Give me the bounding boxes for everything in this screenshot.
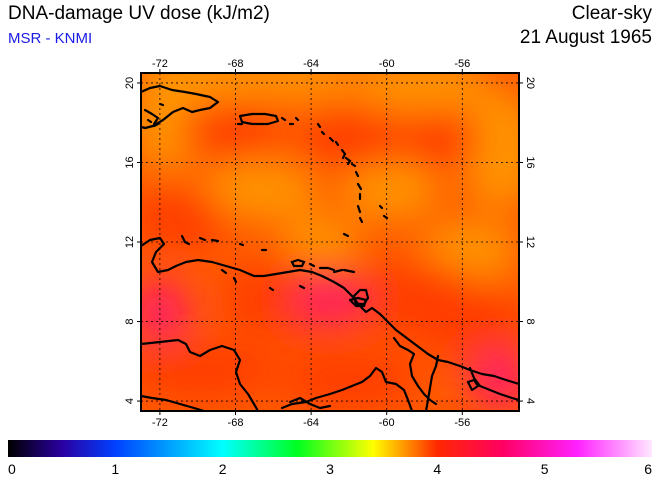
lon-label-bottom: -56 xyxy=(454,417,470,429)
island-coast xyxy=(342,268,356,274)
credit-label: MSR - KNMI xyxy=(8,30,93,47)
island-coast xyxy=(344,156,352,166)
hispaniola-coast xyxy=(141,84,220,130)
venezuela-brazil-border xyxy=(280,366,414,411)
dose-field xyxy=(141,73,519,411)
island-coast xyxy=(308,262,316,268)
lon-label-top: -68 xyxy=(228,58,244,70)
island-coast xyxy=(378,204,384,210)
colorbar-label: 2 xyxy=(219,461,227,477)
colorbar-label: 4 xyxy=(433,461,441,477)
island-coast xyxy=(280,116,287,122)
lat-label-left: 12 xyxy=(124,236,136,248)
hispaniola-west-coast xyxy=(143,108,160,126)
island-coast xyxy=(340,148,347,160)
island-coast xyxy=(294,116,300,122)
map-grid xyxy=(141,73,519,411)
island-coast xyxy=(152,122,160,128)
lat-label-left: 20 xyxy=(124,77,136,89)
guyana-border xyxy=(392,336,438,406)
island-coast xyxy=(220,268,228,275)
orinoco-border xyxy=(288,396,332,410)
lon-label-bottom: -60 xyxy=(379,417,395,429)
french-guiana-island xyxy=(466,378,480,392)
island-coast xyxy=(320,130,326,136)
island-coast xyxy=(358,216,364,224)
colorbar-label: 1 xyxy=(111,461,119,477)
island-coast xyxy=(318,266,336,272)
colorbar xyxy=(8,440,652,457)
lat-label-right: 12 xyxy=(524,236,536,248)
island-coast xyxy=(290,258,306,268)
suriname-border xyxy=(424,354,440,411)
lat-label-right: 20 xyxy=(524,77,536,89)
llanos-border xyxy=(141,394,206,411)
island-coast xyxy=(356,182,363,191)
island-coast xyxy=(298,284,306,290)
lat-label-left: 4 xyxy=(124,398,136,404)
lon-label-top: -56 xyxy=(454,58,470,70)
island-coast xyxy=(198,236,207,242)
lon-label-top: -64 xyxy=(303,58,319,70)
colorbar-label: 3 xyxy=(326,461,334,477)
lon-label-bottom: -64 xyxy=(303,417,319,429)
lon-label-bottom: -72 xyxy=(152,417,168,429)
sky-condition-label: Clear-sky xyxy=(571,3,652,24)
island-coast xyxy=(180,234,191,246)
island-coast xyxy=(342,232,350,238)
lon-label-bottom: -68 xyxy=(228,417,244,429)
island-coast xyxy=(356,204,362,214)
french-guiana-border xyxy=(468,366,519,402)
colorbar-labels: 0 1 2 3 4 5 6 xyxy=(8,461,652,477)
lon-label-top: -72 xyxy=(152,58,168,70)
island-coast xyxy=(146,118,153,124)
lat-label-right: 4 xyxy=(524,398,536,404)
island-coast xyxy=(210,238,220,243)
island-coast xyxy=(328,136,335,143)
island-coast xyxy=(232,276,238,284)
trinidad-coast xyxy=(352,288,370,306)
lat-label-right: 16 xyxy=(524,156,536,168)
axis-tick-labels: -72 -72 -68 -68 -64 -64 -60 -60 -56 -56 4 4 8 8 12 12 16… xyxy=(124,58,536,429)
island-coast xyxy=(334,140,340,147)
island-coast xyxy=(350,162,357,168)
colorbar-label: 0 xyxy=(8,461,16,477)
islands xyxy=(146,102,389,292)
island-coast xyxy=(382,214,389,220)
colorbar-label: 5 xyxy=(541,461,549,477)
island-coast xyxy=(332,268,344,274)
island-coast xyxy=(354,170,360,178)
lat-label-right: 8 xyxy=(524,318,536,324)
island-coast xyxy=(238,242,245,247)
axis-ticks xyxy=(137,69,523,415)
colombia-border xyxy=(141,338,260,411)
island-coast xyxy=(268,286,275,292)
puerto-rico-coast xyxy=(238,112,280,126)
lon-label-top: -60 xyxy=(379,58,395,70)
colorbar-label: 6 xyxy=(644,461,652,477)
lat-label-left: 16 xyxy=(124,156,136,168)
venezuela-colombia-coast xyxy=(141,236,519,386)
coastlines xyxy=(141,84,519,411)
map-title: DNA-damage UV dose (kJ/m2) xyxy=(8,3,270,24)
lat-label-left: 8 xyxy=(124,318,136,324)
island-coast xyxy=(158,102,165,107)
date-label: 21 August 1965 xyxy=(519,27,652,48)
island-coast xyxy=(316,122,322,129)
